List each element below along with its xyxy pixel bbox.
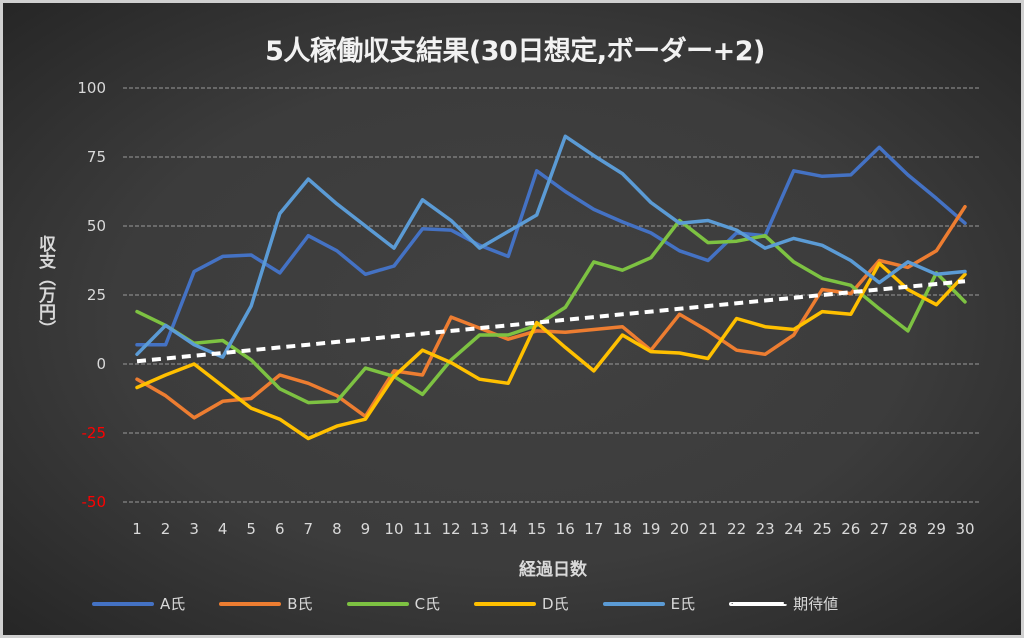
series-line-4 xyxy=(135,261,967,441)
legend-label: 期待値 xyxy=(793,595,839,613)
legend-item: D氏 xyxy=(474,593,569,614)
y-tick-label: 75 xyxy=(87,148,106,166)
x-tick-label: 21 xyxy=(698,520,717,538)
legend-swatch xyxy=(92,601,154,606)
x-tick-label: 17 xyxy=(584,520,603,538)
x-tick-label: 8 xyxy=(332,520,342,538)
x-tick-label: 6 xyxy=(275,520,285,538)
y-tick-label: 0 xyxy=(96,355,106,373)
legend-swatch xyxy=(729,601,788,606)
x-tick-label: 25 xyxy=(813,520,832,538)
y-tick-labels: 100 75 50 25 0 -25 -50 xyxy=(77,79,106,511)
y-tick-label: 100 xyxy=(77,79,106,97)
y-tick-label: 25 xyxy=(87,286,106,304)
legend-item: 期待値 xyxy=(729,593,838,614)
x-tick-label: 13 xyxy=(470,520,489,538)
x-axis-label: 経過日数 xyxy=(519,560,587,580)
legend-swatch xyxy=(219,601,282,606)
y-tick-label: 50 xyxy=(87,217,106,235)
x-tick-labels: 1 2 3 4 5 6 7 8 9 10 11 12 13 14 15 16 17 18 19 20 21 22 23 24 2… xyxy=(132,520,974,538)
x-tick-label: 1 xyxy=(132,520,142,538)
x-tick-label: 14 xyxy=(499,520,518,538)
legend-label: A氏 xyxy=(160,595,186,613)
legend-item: A氏 xyxy=(92,593,185,614)
x-tick-label: 2 xyxy=(161,520,171,538)
legend: A氏 B氏 C氏 D氏 E氏 期待値 xyxy=(92,593,872,614)
legend-label: D氏 xyxy=(542,595,569,613)
x-tick-label: 3 xyxy=(189,520,199,538)
x-tick-label: 10 xyxy=(384,520,403,538)
x-tick-label: 11 xyxy=(413,520,432,538)
series-lines xyxy=(135,134,967,441)
gridlines xyxy=(123,87,979,503)
legend-item: E氏 xyxy=(602,593,696,614)
y-axis-label: 収支（万円） xyxy=(35,235,55,337)
x-tick-label: 18 xyxy=(613,520,632,538)
series-line-2 xyxy=(135,204,967,420)
x-tick-label: 19 xyxy=(641,520,660,538)
legend-label: B氏 xyxy=(287,595,313,613)
legend-item: C氏 xyxy=(346,593,441,614)
series-line-5 xyxy=(135,134,967,359)
x-tick-label: 20 xyxy=(670,520,689,538)
x-tick-label: 12 xyxy=(442,520,461,538)
x-tick-label: 15 xyxy=(527,520,546,538)
y-tick-label: -50 xyxy=(82,493,107,511)
x-tick-label: 28 xyxy=(898,520,917,538)
x-tick-label: 27 xyxy=(870,520,889,538)
chart-title: 5人稼働収支結果(30日想定,ボーダー+2) xyxy=(265,36,765,67)
legend-label: C氏 xyxy=(414,595,441,613)
legend-swatch xyxy=(602,601,665,606)
legend-swatch xyxy=(474,601,537,606)
x-tick-label: 4 xyxy=(218,520,228,538)
x-tick-label: 9 xyxy=(361,520,371,538)
series-line-6 xyxy=(136,279,966,364)
legend-item: B氏 xyxy=(219,593,313,614)
x-tick-label: 29 xyxy=(927,520,946,538)
x-tick-label: 22 xyxy=(727,520,746,538)
series-line-1 xyxy=(135,145,967,347)
x-tick-label: 5 xyxy=(246,520,256,538)
series-line-3 xyxy=(135,218,967,405)
x-tick-label: 16 xyxy=(556,520,575,538)
x-tick-label: 26 xyxy=(841,520,860,538)
y-tick-label: -25 xyxy=(82,424,107,442)
x-tick-label: 24 xyxy=(784,520,803,538)
x-tick-label: 23 xyxy=(756,520,775,538)
legend-swatch xyxy=(346,601,409,606)
x-tick-label: 7 xyxy=(304,520,314,538)
legend-label: E氏 xyxy=(670,595,696,613)
x-tick-label: 30 xyxy=(955,520,974,538)
